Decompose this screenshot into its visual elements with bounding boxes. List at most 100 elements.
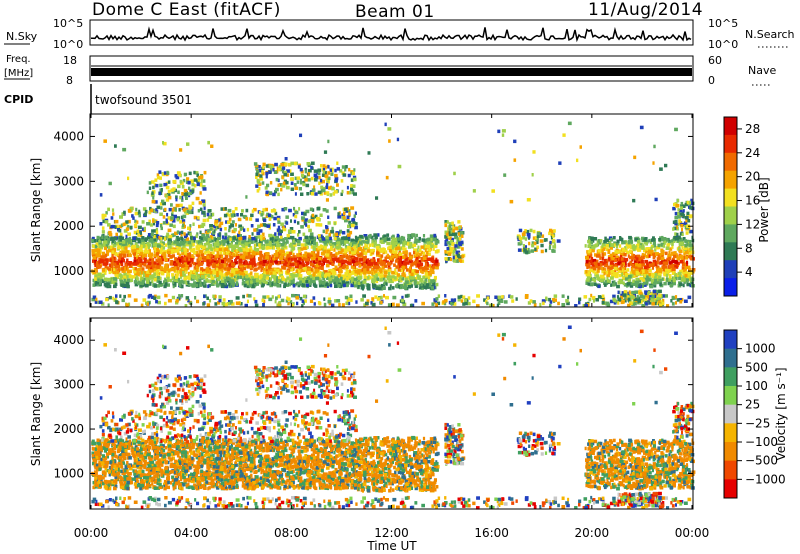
power-cell (457, 258, 462, 262)
power-cell (268, 262, 273, 267)
power-cell (410, 272, 414, 277)
power-cell (343, 215, 346, 220)
power-cell (191, 254, 194, 258)
power-cell (111, 245, 114, 249)
power-cell (300, 192, 304, 196)
power-cell (603, 258, 608, 263)
power-cell (188, 283, 191, 287)
power-cell (394, 268, 397, 272)
power-cell (649, 240, 652, 245)
power-cell (348, 223, 353, 227)
power-cell (312, 253, 316, 257)
power-cell (340, 192, 343, 196)
power-cell (173, 262, 178, 267)
power-cell (323, 241, 327, 245)
power-cell (357, 261, 361, 265)
power-cell (240, 274, 245, 278)
power-cell (369, 252, 373, 256)
power-cell (309, 260, 312, 265)
power-cell (159, 243, 164, 247)
power-cell (166, 250, 171, 254)
power-cell (643, 240, 646, 245)
power-cell (242, 266, 247, 271)
power-cell (667, 239, 672, 244)
power-cell (383, 270, 388, 275)
power-cell (120, 257, 125, 261)
power-cell (171, 276, 174, 280)
power-cell (92, 244, 96, 249)
power-cell (376, 277, 380, 281)
power-cell (290, 280, 294, 284)
power-cell (103, 262, 108, 266)
power-cell (259, 274, 263, 278)
power-cell (241, 240, 244, 244)
power-cell (182, 214, 187, 219)
power-cell (277, 217, 280, 222)
power-cell (179, 273, 184, 277)
power-cell (455, 226, 459, 231)
power-cell (256, 282, 259, 286)
power-cell (136, 220, 139, 224)
power-cell (386, 253, 389, 258)
power-cell (599, 256, 602, 260)
power-cell (359, 281, 363, 285)
power-cell (347, 237, 351, 242)
power-cell (155, 227, 158, 232)
power-cell (232, 210, 236, 214)
power-cell (272, 208, 276, 212)
power-cell (373, 261, 378, 266)
power-cell (347, 245, 351, 250)
power-cell (643, 238, 647, 242)
power-cell (282, 238, 285, 243)
power-cell (211, 274, 214, 278)
power-cell (182, 208, 186, 212)
power-cell (241, 226, 244, 230)
station-title: Dome C East (fitACF) (92, 0, 281, 20)
power-cell (348, 167, 351, 172)
power-cell (352, 243, 355, 247)
power-cell (231, 268, 235, 272)
power-cell (142, 256, 146, 260)
power-cell (97, 254, 101, 258)
power-cell (150, 269, 154, 273)
power-cell (236, 273, 239, 278)
power-cell (358, 275, 363, 280)
power-cell (357, 243, 360, 247)
power-cell (244, 261, 248, 265)
power-cell (230, 236, 235, 241)
power-cell (287, 261, 290, 265)
power-cell (112, 224, 116, 229)
power-cell (284, 237, 288, 241)
power-cell (258, 186, 261, 191)
power-cell (301, 216, 305, 220)
power-cell (111, 253, 114, 258)
power-cell (162, 201, 166, 206)
power-cell (643, 248, 646, 253)
power-cell (272, 239, 276, 243)
power-cell (178, 283, 182, 288)
power-cell (311, 263, 314, 267)
power-cell (107, 248, 112, 253)
power-cell (386, 233, 390, 237)
power-cell (199, 262, 204, 266)
power-cell (266, 276, 269, 280)
power-cell (179, 220, 182, 224)
power-cell (588, 241, 592, 245)
power-cell (603, 252, 607, 256)
power-cell (139, 258, 143, 263)
power-cell (242, 236, 247, 240)
power-cell (259, 264, 263, 269)
power-cell (220, 263, 224, 267)
power-cell (197, 216, 200, 220)
power-cell (104, 258, 108, 262)
power-cell (677, 247, 681, 251)
power-cell (275, 235, 279, 240)
power-cell (353, 270, 358, 274)
power-cell (247, 273, 251, 277)
power-cell (174, 257, 177, 261)
power-cell (620, 252, 625, 257)
power-cell (645, 261, 649, 266)
power-cell (185, 237, 190, 241)
power-cell (672, 276, 676, 280)
power-cell (339, 268, 342, 272)
